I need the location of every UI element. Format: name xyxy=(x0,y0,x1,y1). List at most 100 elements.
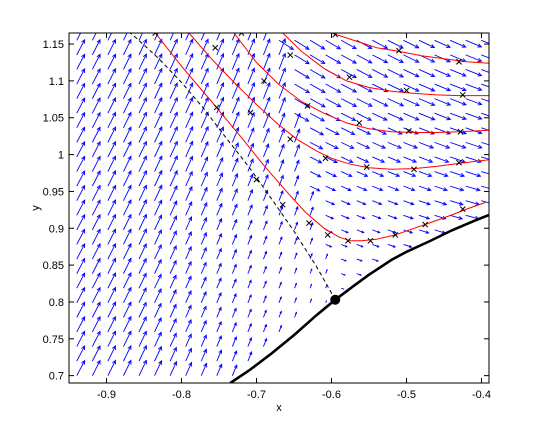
x-tick-label: -0.7 xyxy=(247,389,266,401)
field-arrow-head xyxy=(189,140,194,146)
field-arrow xyxy=(123,141,132,158)
field-arrow xyxy=(465,171,481,177)
field-arrow-head xyxy=(235,126,240,132)
field-arrow xyxy=(387,214,397,219)
field-arrow xyxy=(403,83,420,92)
trajectory-marker xyxy=(253,176,260,183)
field-arrow xyxy=(154,259,162,274)
equilibrium-point xyxy=(330,294,341,305)
field-arrow xyxy=(418,200,431,205)
field-arrow-head xyxy=(204,156,209,162)
field-arrow-head xyxy=(157,302,162,308)
field-arrow-head xyxy=(410,187,416,192)
field-arrow xyxy=(465,185,480,191)
field-arrow-head xyxy=(264,337,268,342)
field-arrow-head xyxy=(158,214,162,220)
field-arrow-head xyxy=(189,38,194,44)
field-arrow-head xyxy=(173,155,178,161)
field-arrow-head xyxy=(96,155,101,161)
field-arrow-head xyxy=(127,155,132,161)
field-arrow-head xyxy=(233,263,237,268)
field-arrow-head xyxy=(376,259,380,262)
field-arrow xyxy=(247,337,252,347)
field-arrow xyxy=(123,316,132,333)
field-arrow-head xyxy=(477,130,483,135)
field-arrow xyxy=(325,200,335,206)
field-arrow xyxy=(231,142,239,158)
field-arrow-head xyxy=(281,67,286,73)
field-arrow-head xyxy=(127,53,132,59)
field-arrow xyxy=(356,69,373,78)
field-arrow xyxy=(449,156,466,163)
field-arrow-head xyxy=(351,45,357,50)
field-arrow-head xyxy=(203,319,207,325)
field-arrow xyxy=(154,170,163,187)
field-arrow xyxy=(185,201,193,216)
field-arrow-head xyxy=(188,361,193,367)
field-arrow xyxy=(169,230,177,245)
field-arrow-head xyxy=(96,184,101,190)
field-arrow-head xyxy=(383,73,389,78)
field-arrow-head xyxy=(218,349,223,354)
field-arrow xyxy=(481,39,489,44)
field-arrow xyxy=(200,277,207,289)
field-arrow xyxy=(216,33,221,41)
y-tick-label: 1.1 xyxy=(49,76,64,88)
field-arrow xyxy=(185,53,194,70)
field-arrow-head xyxy=(173,82,178,88)
field-arrow-head xyxy=(393,230,397,234)
field-arrow-head xyxy=(172,332,177,338)
field-arrow-head xyxy=(112,38,116,44)
field-arrow xyxy=(356,127,371,135)
field-arrow xyxy=(247,174,254,187)
field-arrow xyxy=(154,33,159,41)
field-arrow-head xyxy=(336,88,342,93)
field-arrow xyxy=(372,39,388,49)
field-arrow-head xyxy=(173,140,178,146)
field-arrow-head xyxy=(233,364,238,369)
field-arrow xyxy=(76,156,86,172)
field-arrow-head xyxy=(172,289,177,294)
field-arrow xyxy=(325,83,341,93)
field-arrow xyxy=(278,236,283,245)
field-arrow xyxy=(434,156,449,163)
field-arrow xyxy=(481,141,489,146)
field-arrow-head xyxy=(172,230,177,236)
field-arrow xyxy=(294,253,298,260)
field-arrow-head xyxy=(414,58,420,63)
trajectory-marker xyxy=(356,119,363,126)
field-arrow-head xyxy=(249,158,254,164)
trajectory-marker xyxy=(238,33,245,36)
field-arrow-head xyxy=(142,169,147,175)
field-arrow xyxy=(278,39,294,50)
field-arrow-head xyxy=(382,116,388,121)
field-arrow xyxy=(107,170,116,187)
field-arrow xyxy=(231,112,240,128)
field-arrow xyxy=(91,83,101,99)
field-arrow-head xyxy=(409,230,414,234)
field-arrow xyxy=(216,248,222,260)
field-arrow-head xyxy=(395,173,401,177)
field-arrow-head xyxy=(477,86,483,91)
trajectory-marker xyxy=(363,164,370,171)
field-arrow-head xyxy=(188,347,192,353)
field-arrow xyxy=(154,185,163,201)
field-arrow-head xyxy=(305,89,311,94)
field-arrow-head xyxy=(127,242,132,248)
field-arrow xyxy=(294,206,299,216)
field-arrow-head xyxy=(310,283,313,286)
field-arrow-head xyxy=(203,216,208,222)
trajectory-marker xyxy=(324,231,331,238)
field-arrow xyxy=(107,199,116,216)
field-arrow-head xyxy=(96,286,101,292)
plot-frame xyxy=(68,32,490,384)
field-arrow xyxy=(465,83,482,91)
field-arrow-head xyxy=(325,268,328,272)
field-arrow-head xyxy=(81,359,86,365)
field-arrow-head xyxy=(477,115,483,120)
field-arrow-head xyxy=(97,25,100,29)
trajectory-marker xyxy=(403,87,410,94)
field-arrow-head xyxy=(112,25,115,29)
x-tick-label: -0.6 xyxy=(322,389,341,401)
field-arrow xyxy=(216,39,224,56)
